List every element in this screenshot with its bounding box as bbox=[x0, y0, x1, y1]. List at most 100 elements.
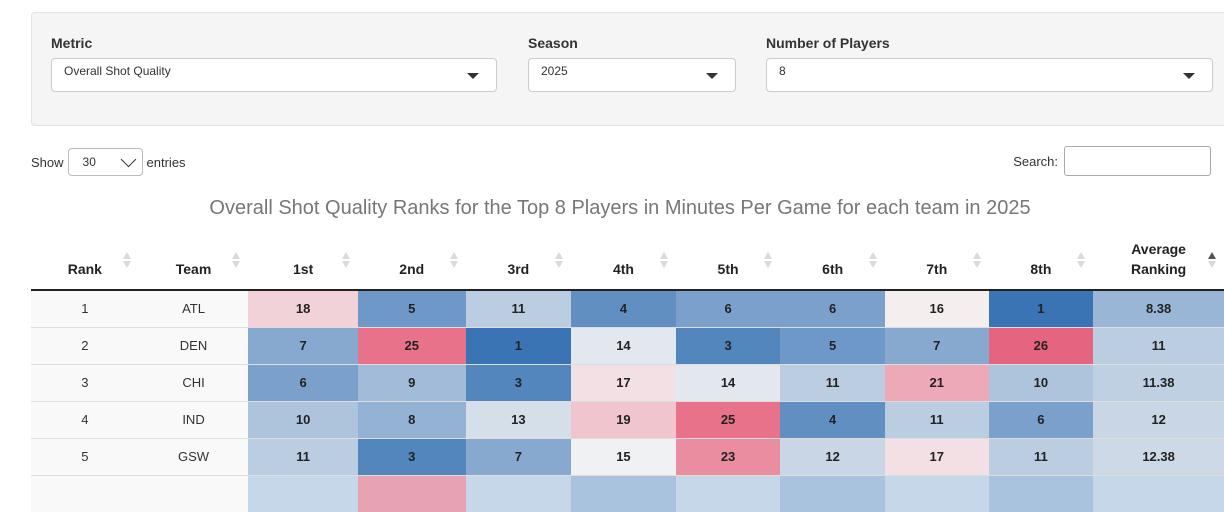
players-filter: Number of Players 8 bbox=[766, 35, 1213, 92]
table-caption: Overall Shot Quality Ranks for the Top 8… bbox=[209, 197, 1031, 219]
player-rank-cell: 17 bbox=[884, 437, 989, 475]
column-header-5[interactable]: 4th bbox=[571, 232, 676, 291]
player-rank-cell: 5 bbox=[780, 326, 885, 364]
player-rank-cell bbox=[248, 474, 358, 512]
metric-label: Metric bbox=[51, 35, 93, 51]
player-rank-cell: 3 bbox=[357, 437, 466, 475]
average-ranking-cell: 8.38 bbox=[1093, 289, 1224, 327]
player-rank-cell: 23 bbox=[675, 437, 781, 475]
player-rank-cell: 25 bbox=[357, 326, 466, 364]
rankings-table: Rank Team 1st 2nd 3rd 4th 5th 6th 7th 8th Average … bbox=[31, 232, 1224, 512]
search-control: Search: bbox=[1013, 146, 1211, 176]
entries-label: entries bbox=[146, 154, 186, 170]
player-rank-cell: 9 bbox=[357, 363, 466, 401]
average-ranking-cell: 11 bbox=[1093, 326, 1224, 364]
column-header-10[interactable]: Average Ranking bbox=[1093, 232, 1224, 291]
column-header-6[interactable]: 5th bbox=[675, 232, 781, 291]
season-select[interactable]: 2025 bbox=[528, 58, 736, 92]
player-rank-cell: 3 bbox=[465, 363, 572, 401]
sort-icon bbox=[972, 252, 983, 270]
team-cell: GSW bbox=[138, 437, 249, 475]
column-header-9[interactable]: 8th bbox=[988, 232, 1094, 291]
player-rank-cell: 11 bbox=[780, 363, 885, 401]
column-header-4[interactable]: 3rd bbox=[465, 232, 572, 291]
table-row: 5 GSW 11 3 7 15 23 12 17 11 12.38 bbox=[31, 437, 1224, 475]
player-rank-cell bbox=[357, 474, 466, 512]
players-label: Number of Players bbox=[766, 35, 890, 51]
entries-control: Show 30 entries bbox=[31, 148, 186, 176]
column-header-label: 6th bbox=[822, 261, 844, 277]
column-header-label: 7th bbox=[926, 261, 948, 277]
team-cell: CHI bbox=[138, 363, 249, 401]
column-header-label: 8th bbox=[1030, 261, 1052, 277]
table-row: 3 CHI 6 9 3 17 14 11 21 10 11.38 bbox=[31, 363, 1224, 401]
player-rank-cell: 6 bbox=[988, 400, 1094, 438]
players-select-value: 8 bbox=[779, 64, 786, 78]
metric-filter: Metric Overall Shot Quality bbox=[51, 35, 497, 92]
show-label: Show bbox=[31, 154, 64, 170]
sort-icon bbox=[868, 252, 879, 270]
season-label: Season bbox=[528, 35, 578, 51]
sort-icon bbox=[1077, 252, 1087, 270]
column-header-label: 5th bbox=[717, 261, 739, 277]
player-rank-cell: 6 bbox=[248, 363, 358, 401]
player-rank-cell: 7 bbox=[465, 437, 572, 475]
caret-down-icon bbox=[467, 73, 479, 79]
player-rank-cell: 12 bbox=[780, 437, 885, 475]
rank-cell: 1 bbox=[31, 289, 139, 327]
column-header-label: Team bbox=[175, 261, 212, 277]
table-row: 4 IND 10 8 13 19 25 4 11 6 12 bbox=[31, 400, 1224, 438]
player-rank-cell: 4 bbox=[571, 289, 676, 327]
header-row: Rank Team 1st 2nd 3rd 4th 5th 6th 7th 8th Average … bbox=[31, 232, 1224, 291]
player-rank-cell bbox=[571, 474, 676, 512]
player-rank-cell bbox=[780, 474, 885, 512]
player-rank-cell: 19 bbox=[571, 400, 676, 438]
caret-down-icon bbox=[1183, 73, 1195, 79]
sort-icon bbox=[341, 252, 352, 270]
column-header-8[interactable]: 7th bbox=[884, 232, 989, 291]
player-rank-cell bbox=[884, 474, 989, 512]
player-rank-cell: 7 bbox=[884, 326, 989, 364]
player-rank-cell: 11 bbox=[248, 437, 358, 475]
column-header-label: 2nd bbox=[399, 261, 425, 277]
column-header-label: Rank bbox=[67, 261, 102, 277]
rank-cell bbox=[31, 474, 139, 512]
season-select-value: 2025 bbox=[541, 64, 568, 78]
search-input[interactable] bbox=[1064, 146, 1211, 176]
player-rank-cell: 25 bbox=[675, 400, 781, 438]
sort-icon bbox=[122, 252, 133, 270]
player-rank-cell: 3 bbox=[675, 326, 781, 364]
player-rank-cell: 8 bbox=[357, 400, 466, 438]
players-select[interactable]: 8 bbox=[766, 58, 1213, 92]
entries-select[interactable]: 30 bbox=[67, 148, 143, 176]
chevron-down-icon bbox=[120, 151, 136, 168]
sort-icon bbox=[232, 252, 242, 270]
player-rank-cell: 6 bbox=[780, 289, 885, 327]
rank-cell: 2 bbox=[31, 326, 139, 364]
sort-ascending-icon bbox=[1208, 252, 1218, 270]
player-rank-cell: 26 bbox=[988, 326, 1094, 364]
table-row: 1 ATL 18 5 11 4 6 6 16 1 8.38 bbox=[31, 289, 1224, 327]
column-header-2[interactable]: 1st bbox=[248, 232, 358, 291]
column-header-7[interactable]: 6th bbox=[780, 232, 885, 291]
column-header-label: 1st bbox=[293, 261, 314, 277]
column-header-0[interactable]: Rank bbox=[31, 232, 139, 291]
player-rank-cell: 21 bbox=[884, 363, 989, 401]
player-rank-cell: 11 bbox=[884, 400, 989, 438]
sort-icon bbox=[555, 252, 565, 270]
sort-icon bbox=[764, 252, 774, 270]
player-rank-cell: 16 bbox=[884, 289, 989, 327]
average-ranking-cell: 11.38 bbox=[1093, 363, 1224, 401]
column-header-1[interactable]: Team bbox=[138, 232, 249, 291]
player-rank-cell: 7 bbox=[248, 326, 358, 364]
player-rank-cell: 14 bbox=[571, 326, 676, 364]
player-rank-cell: 17 bbox=[571, 363, 676, 401]
rank-cell: 3 bbox=[31, 363, 139, 401]
metric-select[interactable]: Overall Shot Quality bbox=[51, 58, 497, 92]
column-header-3[interactable]: 2nd bbox=[357, 232, 466, 291]
player-rank-cell bbox=[465, 474, 572, 512]
team-cell: DEN bbox=[138, 326, 249, 364]
average-ranking-cell: 12 bbox=[1093, 400, 1224, 438]
column-header-label: Average Ranking bbox=[1130, 241, 1187, 277]
rank-cell: 4 bbox=[31, 400, 139, 438]
